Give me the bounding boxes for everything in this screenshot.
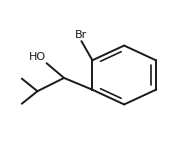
- Text: HO: HO: [29, 52, 46, 62]
- Text: Br: Br: [75, 30, 88, 40]
